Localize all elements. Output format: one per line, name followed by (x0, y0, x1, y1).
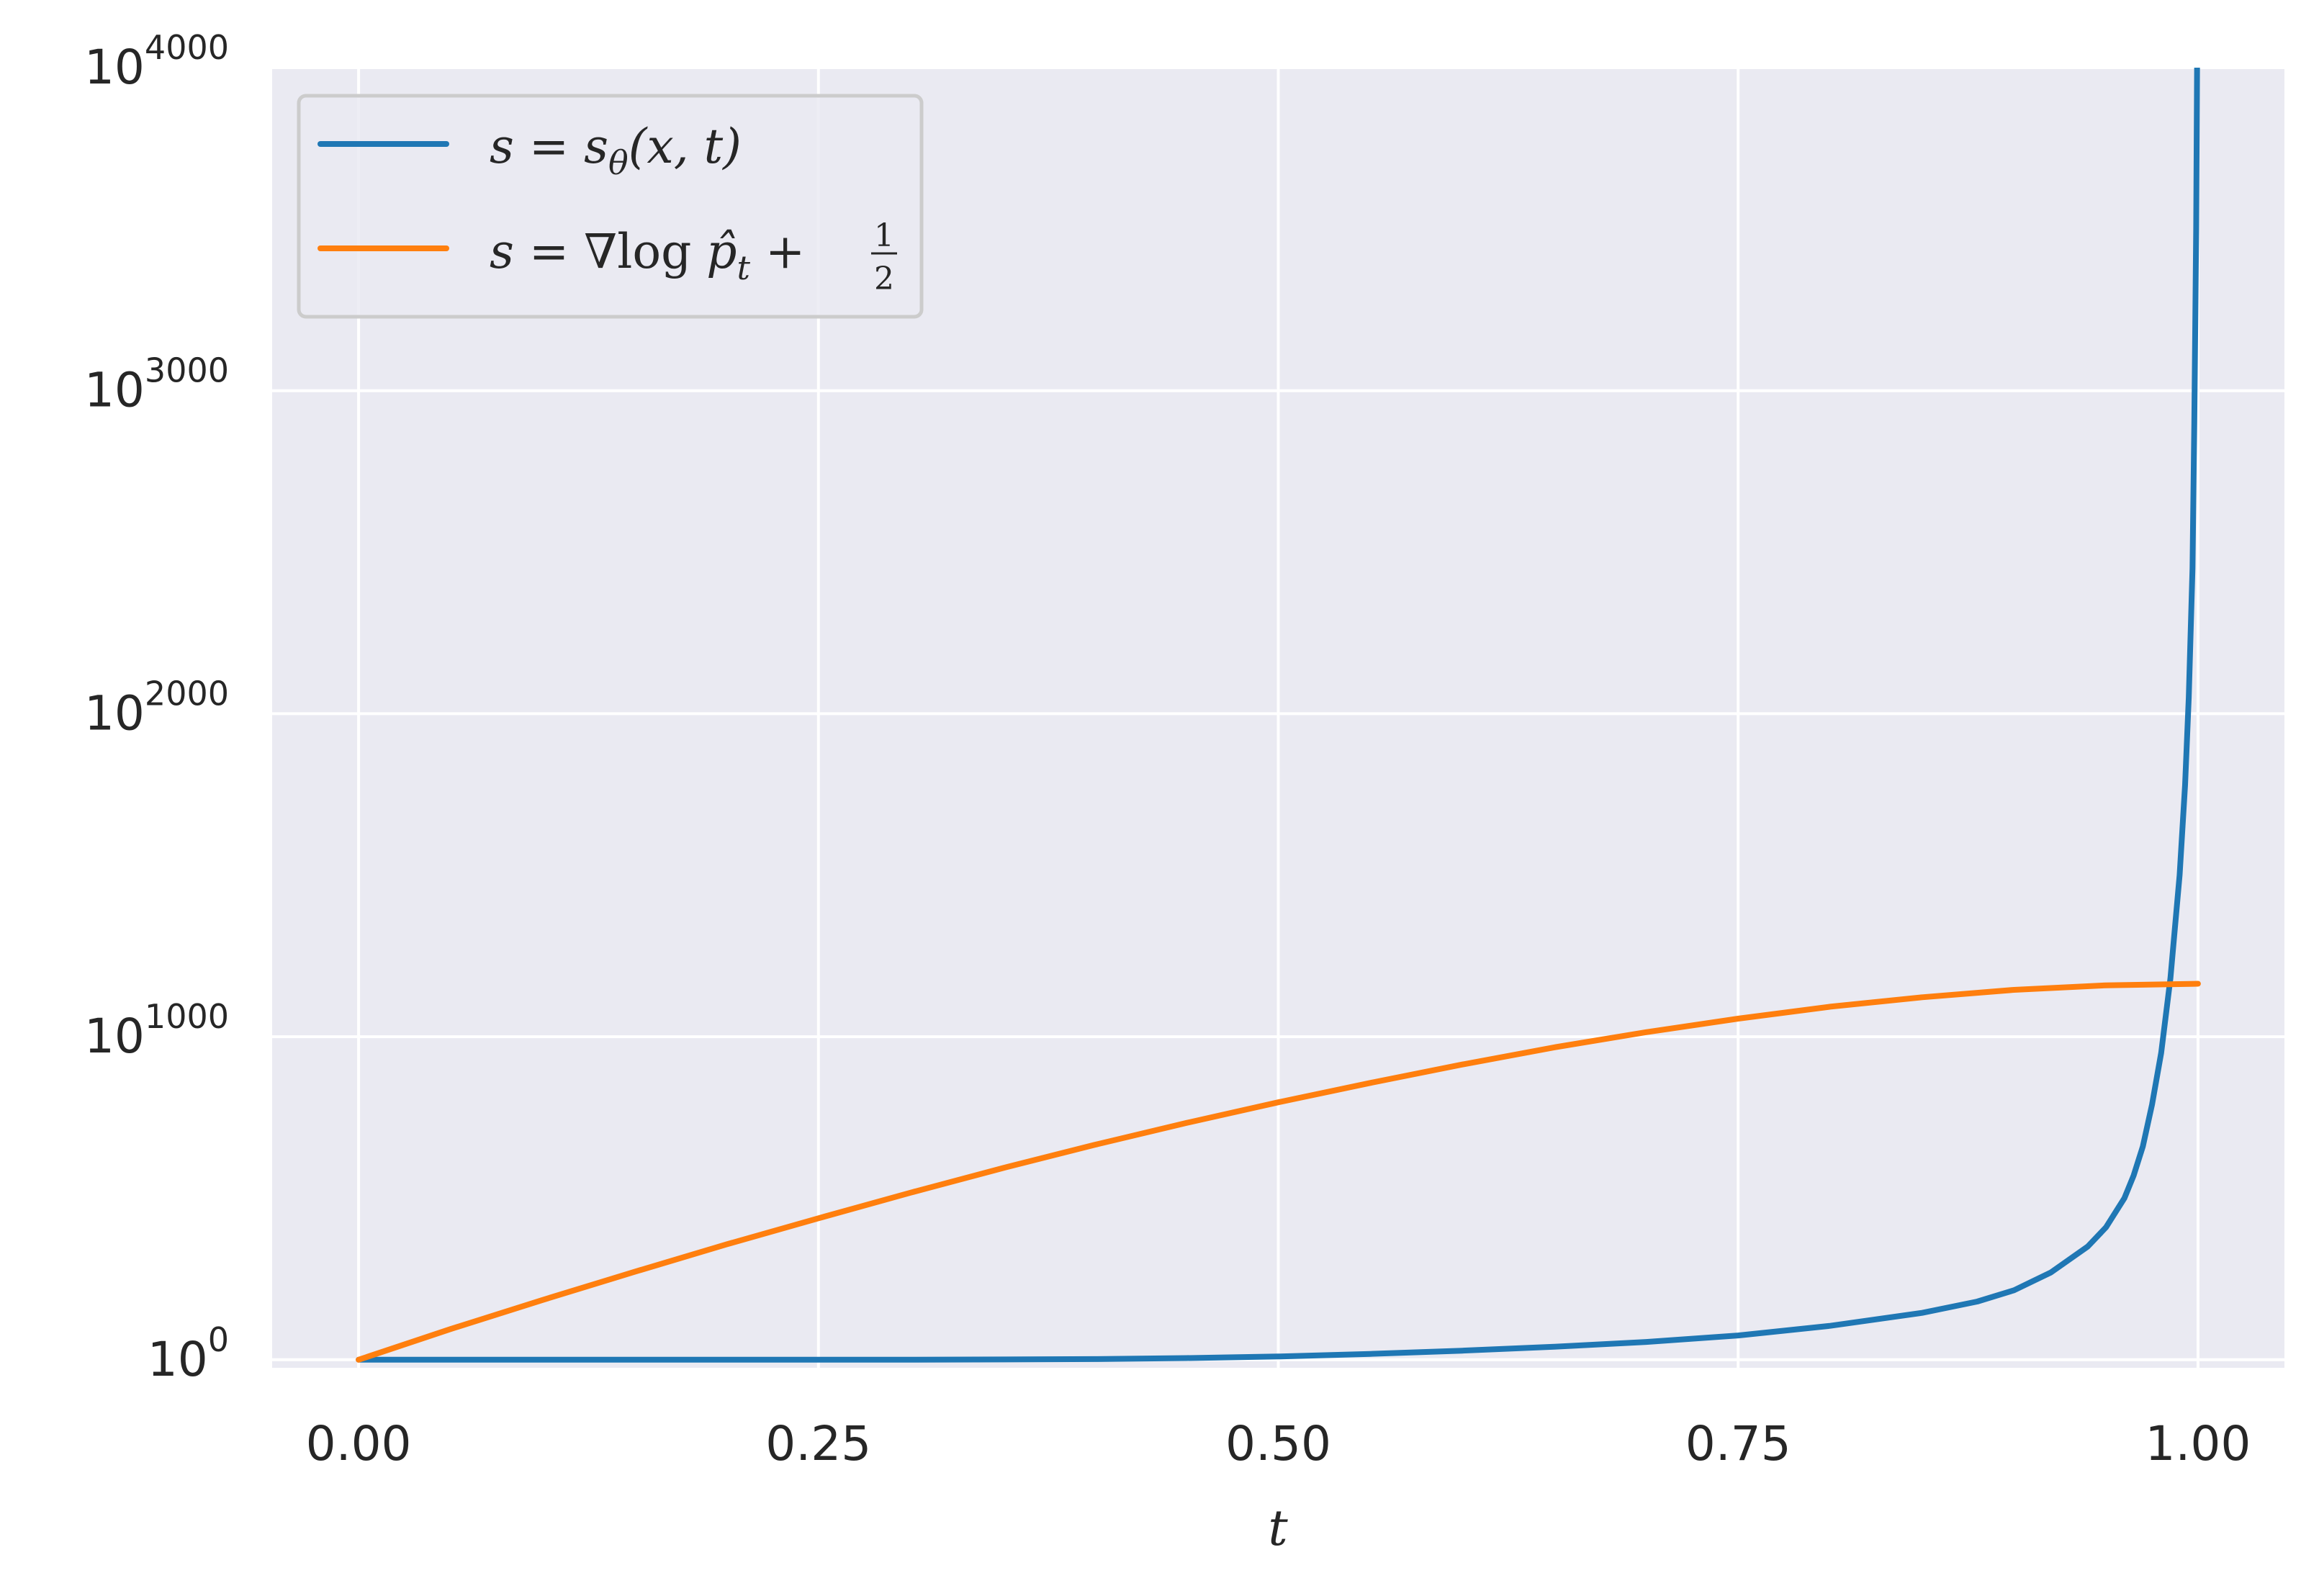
legend: s = sθ(x, t) s = ∇log p̂t + 1 2 (297, 94, 924, 319)
series-line-2 (356, 980, 2201, 1363)
legend-1-rhs-main: s (584, 119, 608, 174)
legend-2-frac-num: 1 (874, 217, 894, 254)
y-tick-label: 103000 (84, 351, 229, 418)
x-tick-label: 0.75 (1685, 1416, 1791, 1471)
series-line-1 (356, 68, 2200, 1363)
y-tick-label: 101000 (84, 997, 229, 1064)
x-axis-ticks: 0.00 0.25 0.50 0.75 1.00 (306, 1416, 2251, 1471)
legend-2-eq: = (514, 224, 584, 279)
x-tick-label: 0.50 (1225, 1416, 1331, 1471)
legend-1-rhs-tail: (x, t) (629, 119, 742, 174)
legend-2-rhs-sub: t (737, 248, 751, 287)
legend-1-rhs-sub: θ (608, 143, 629, 182)
series-layer (356, 68, 2201, 1363)
legend-entry-series-1: s = sθ(x, t) (490, 119, 742, 182)
legend-2-rhs-p: p̂ (706, 224, 737, 279)
legend-frame (297, 94, 924, 319)
x-axis-label: t (1268, 1500, 1288, 1557)
legend-2-lhs: s (490, 224, 514, 279)
x-tick-label: 0.00 (306, 1416, 412, 1471)
y-tick-label: 100 (148, 1320, 229, 1387)
legend-2-rhs-main: ∇log (584, 224, 706, 279)
legend-2-rhs-plus: + (750, 224, 805, 279)
legend-1-eq: = (514, 119, 584, 174)
y-tick-label: 104000 (84, 28, 229, 95)
legend-entry-series-2: s = ∇log p̂t + (490, 224, 805, 287)
y-axis-ticks: 100 101000 102000 103000 104000 (84, 28, 229, 1387)
x-tick-label: 1.00 (2145, 1416, 2251, 1471)
legend-2-frac-den: 2 (874, 261, 894, 297)
y-tick-label: 102000 (84, 674, 229, 741)
x-tick-label: 0.25 (765, 1416, 871, 1471)
grid-lines (272, 66, 2284, 1368)
legend-1-lhs: s (490, 119, 514, 174)
